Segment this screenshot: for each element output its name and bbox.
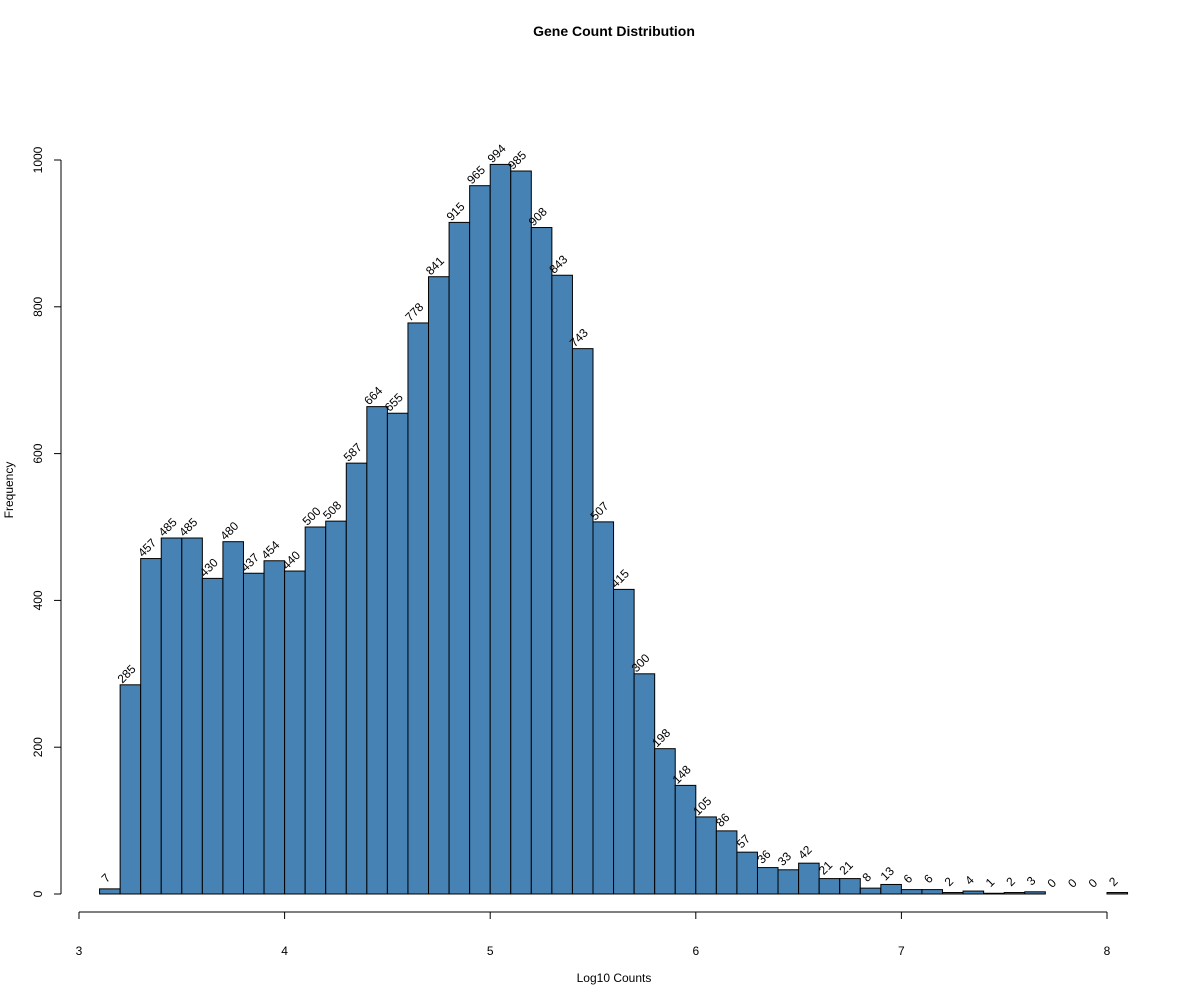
- x-tick-label: 5: [487, 944, 494, 958]
- histogram-bar: [530, 227, 553, 895]
- bar-value-label: 508: [320, 498, 344, 522]
- bars-group: [99, 163, 1129, 895]
- x-axis-label: Log10 Counts: [577, 971, 652, 985]
- histogram-bar: [736, 851, 758, 895]
- histogram-bar: [263, 560, 286, 895]
- histogram-bar: [284, 570, 306, 895]
- bar-value-label: 480: [217, 519, 241, 543]
- histogram-bar: [407, 322, 430, 895]
- histogram-bar: [345, 462, 368, 895]
- y-tick-label: 600: [31, 443, 45, 463]
- histogram-bar: [962, 890, 985, 895]
- bar-value-label: 457: [135, 536, 159, 560]
- bar-value-label: 3: [1024, 873, 1039, 888]
- histogram-bar: [160, 537, 183, 895]
- x-tick-label: 8: [1104, 944, 1111, 958]
- histogram-bar: [140, 558, 162, 895]
- histogram-bar: [99, 888, 121, 895]
- bar-value-label: 8: [859, 870, 874, 885]
- histogram-bar: [613, 588, 635, 895]
- chart-title: Gene Count Distribution: [533, 23, 695, 39]
- histogram-bar: [983, 892, 1005, 895]
- bar-value-label: 6: [921, 871, 936, 886]
- bar-value-label: 485: [156, 515, 180, 539]
- histogram-bar: [304, 526, 327, 895]
- bar-value-label: 13: [878, 864, 898, 884]
- x-tick-label: 4: [281, 944, 288, 958]
- y-axis: 0 200 400 600 800 1000: [31, 146, 62, 897]
- x-tick-label: 7: [898, 944, 905, 958]
- histogram-bar: [1024, 891, 1046, 895]
- bar-value-label: 485: [176, 515, 200, 539]
- histogram-bar: [201, 577, 224, 895]
- y-tick-label: 800: [31, 296, 45, 316]
- histogram-bar: [1003, 892, 1026, 895]
- histogram-bar: [654, 748, 676, 895]
- histogram-bar: [1106, 892, 1129, 895]
- histogram-bar: [756, 867, 779, 895]
- histogram-bar: [633, 673, 656, 895]
- y-tick-label: 400: [31, 590, 45, 610]
- bar-value-label: 2: [942, 874, 957, 889]
- y-tick-label: 200: [31, 737, 45, 757]
- bar-value-label: 0: [1065, 876, 1080, 891]
- bar-value-label: 33: [775, 849, 795, 869]
- histogram-bar: [510, 170, 532, 895]
- histogram-bar: [880, 883, 902, 895]
- y-tick-label: 0: [31, 890, 45, 897]
- bar-value-label: 778: [402, 300, 426, 324]
- x-tick-label: 6: [692, 944, 699, 958]
- histogram-bar: [428, 276, 450, 895]
- bar-value-label: 587: [341, 440, 365, 464]
- histogram-bar: [859, 887, 882, 895]
- histogram-bar: [469, 185, 491, 895]
- bar-value-label: 7: [99, 871, 114, 886]
- bar-value-label: 1: [983, 875, 998, 890]
- histogram-bar: [571, 348, 594, 895]
- x-axis: 3 4 5 6 7 8: [76, 911, 1111, 958]
- histogram-bar: [181, 537, 203, 895]
- bar-value-label: 42: [795, 842, 815, 862]
- y-axis-label: Frequency: [2, 462, 16, 519]
- bar-value-label: 841: [423, 254, 447, 278]
- bar-value-label: 965: [464, 163, 488, 187]
- histogram-bar: [695, 816, 717, 895]
- bar-value-label: 2: [1003, 874, 1018, 889]
- histogram-bar: [242, 572, 265, 895]
- histogram-bar: [119, 684, 142, 895]
- bar-value-label: 6: [901, 871, 916, 886]
- histogram-bar: [900, 889, 923, 895]
- x-tick-label: 3: [76, 944, 83, 958]
- bar-value-label: 2: [1106, 874, 1121, 889]
- bar-value-label: 4: [962, 873, 977, 888]
- histogram-bar: [839, 878, 861, 895]
- y-tick-label: 1000: [31, 146, 45, 173]
- histogram-bar: [386, 412, 409, 895]
- histogram-bar: [942, 892, 964, 895]
- histogram-bar: [921, 889, 944, 895]
- histogram-bar: [366, 406, 388, 895]
- histogram-bar: [448, 221, 471, 895]
- bar-value-label: 0: [1086, 876, 1101, 891]
- bar-value-label: 500: [300, 504, 324, 528]
- bar-value-label: 285: [115, 662, 139, 686]
- histogram-bar: [777, 869, 800, 895]
- histogram-bar: [489, 163, 512, 895]
- bar-value-label: 21: [836, 858, 856, 878]
- histogram-bar: [325, 520, 347, 895]
- histogram-bar: [674, 784, 697, 895]
- bar-value-label: 454: [258, 538, 282, 562]
- bar-value-label: 915: [444, 199, 468, 223]
- histogram-bar: [551, 274, 573, 895]
- histogram-bar: [222, 541, 244, 895]
- bar-value-label: 0: [1044, 876, 1059, 891]
- histogram-bar: [818, 878, 841, 895]
